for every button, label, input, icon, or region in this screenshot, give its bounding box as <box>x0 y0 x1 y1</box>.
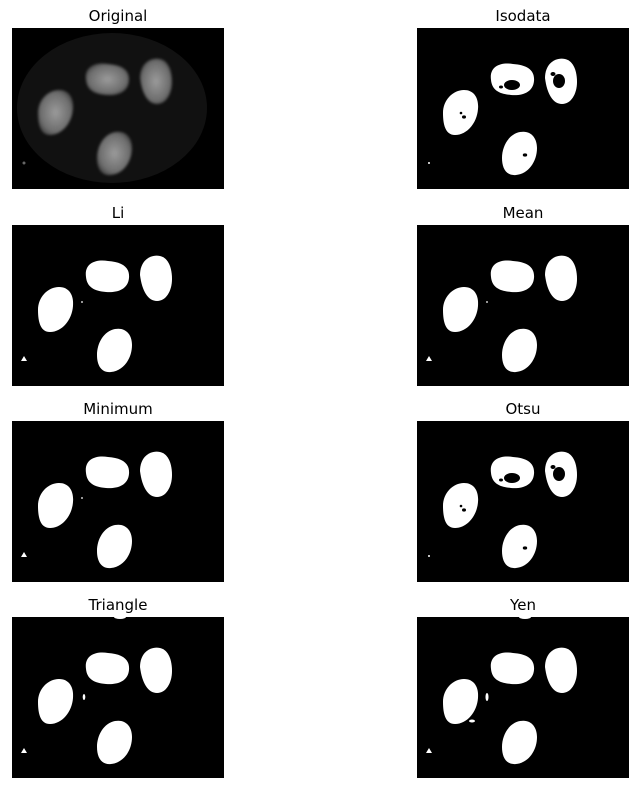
nucleus-top-center <box>490 456 535 489</box>
nucleus-left <box>443 287 479 332</box>
panel-title: Isodata <box>495 7 551 25</box>
nucleus-top-center <box>85 652 130 685</box>
mask-hole <box>499 85 503 89</box>
debris-speck <box>22 161 26 165</box>
yen-mask-image <box>417 617 629 778</box>
nucleus-top-right <box>545 255 577 301</box>
nucleus-top-center <box>85 456 130 489</box>
edge-blob <box>519 617 531 619</box>
nucleus-bottom <box>502 131 537 176</box>
nucleus-top-right <box>140 58 172 104</box>
mask-hole <box>522 546 528 550</box>
edge-blob <box>81 497 83 499</box>
nucleus-left <box>38 90 74 135</box>
panel-title: Mean <box>502 204 544 222</box>
debris-speck <box>426 356 432 361</box>
debris-speck <box>428 162 430 164</box>
mask-hole <box>522 153 528 157</box>
nucleus-left <box>38 679 74 724</box>
panel-title: Original <box>88 7 148 25</box>
nucleus-bottom <box>502 524 537 569</box>
mean-mask-image <box>417 225 629 386</box>
nucleus-bottom <box>502 328 537 373</box>
minimum-mask-image <box>12 421 224 582</box>
panel-title: Yen <box>510 596 536 614</box>
nucleus-top-center <box>490 260 535 293</box>
edge-blob <box>486 301 488 303</box>
nucleus-bottom <box>502 720 537 765</box>
panel-title: Otsu <box>505 400 541 418</box>
nucleus-top-right <box>545 647 577 693</box>
edge-blob <box>114 617 126 619</box>
debris-speck <box>21 748 27 753</box>
mask-hole <box>462 115 466 119</box>
nucleus-left <box>443 679 479 724</box>
edge-blob <box>469 719 475 723</box>
nucleus-top-center <box>85 260 130 293</box>
debris-speck <box>21 356 27 361</box>
nucleus-top-right <box>140 647 172 693</box>
debris-speck <box>428 555 430 557</box>
triangle-mask-image <box>12 617 224 778</box>
nucleus-bottom <box>97 328 132 373</box>
panel-title: Minimum <box>83 400 153 418</box>
nucleus-left <box>38 287 74 332</box>
otsu-mask-image <box>417 421 629 582</box>
nucleus-top-center <box>490 652 535 685</box>
mask-hole <box>462 508 466 512</box>
edge-blob <box>81 301 83 303</box>
mask-hole <box>553 467 565 481</box>
mask-hole <box>499 478 503 482</box>
mask-hole <box>459 504 463 508</box>
edge-blob <box>82 694 86 700</box>
mask-hole <box>504 473 520 483</box>
li-mask-image <box>12 225 224 386</box>
isodata-mask-image <box>417 28 629 189</box>
debris-speck <box>21 552 27 557</box>
nucleus-top-right <box>140 451 172 497</box>
nucleus-bottom <box>97 131 132 176</box>
nucleus-top-center <box>490 63 535 96</box>
nucleus-top-right <box>140 255 172 301</box>
mask-hole <box>459 111 463 115</box>
nucleus-top-center <box>85 63 130 96</box>
nucleus-bottom <box>97 720 132 765</box>
nucleus-bottom <box>97 524 132 569</box>
original-image <box>12 28 224 189</box>
nucleus-left <box>38 483 74 528</box>
mask-hole <box>553 74 565 88</box>
mask-hole <box>504 80 520 90</box>
edge-blob <box>485 693 489 701</box>
debris-speck <box>426 748 432 753</box>
panel-title: Li <box>111 204 125 222</box>
mask-hole <box>550 72 556 76</box>
mask-hole <box>550 465 556 469</box>
panel-title: Triangle <box>88 596 148 614</box>
